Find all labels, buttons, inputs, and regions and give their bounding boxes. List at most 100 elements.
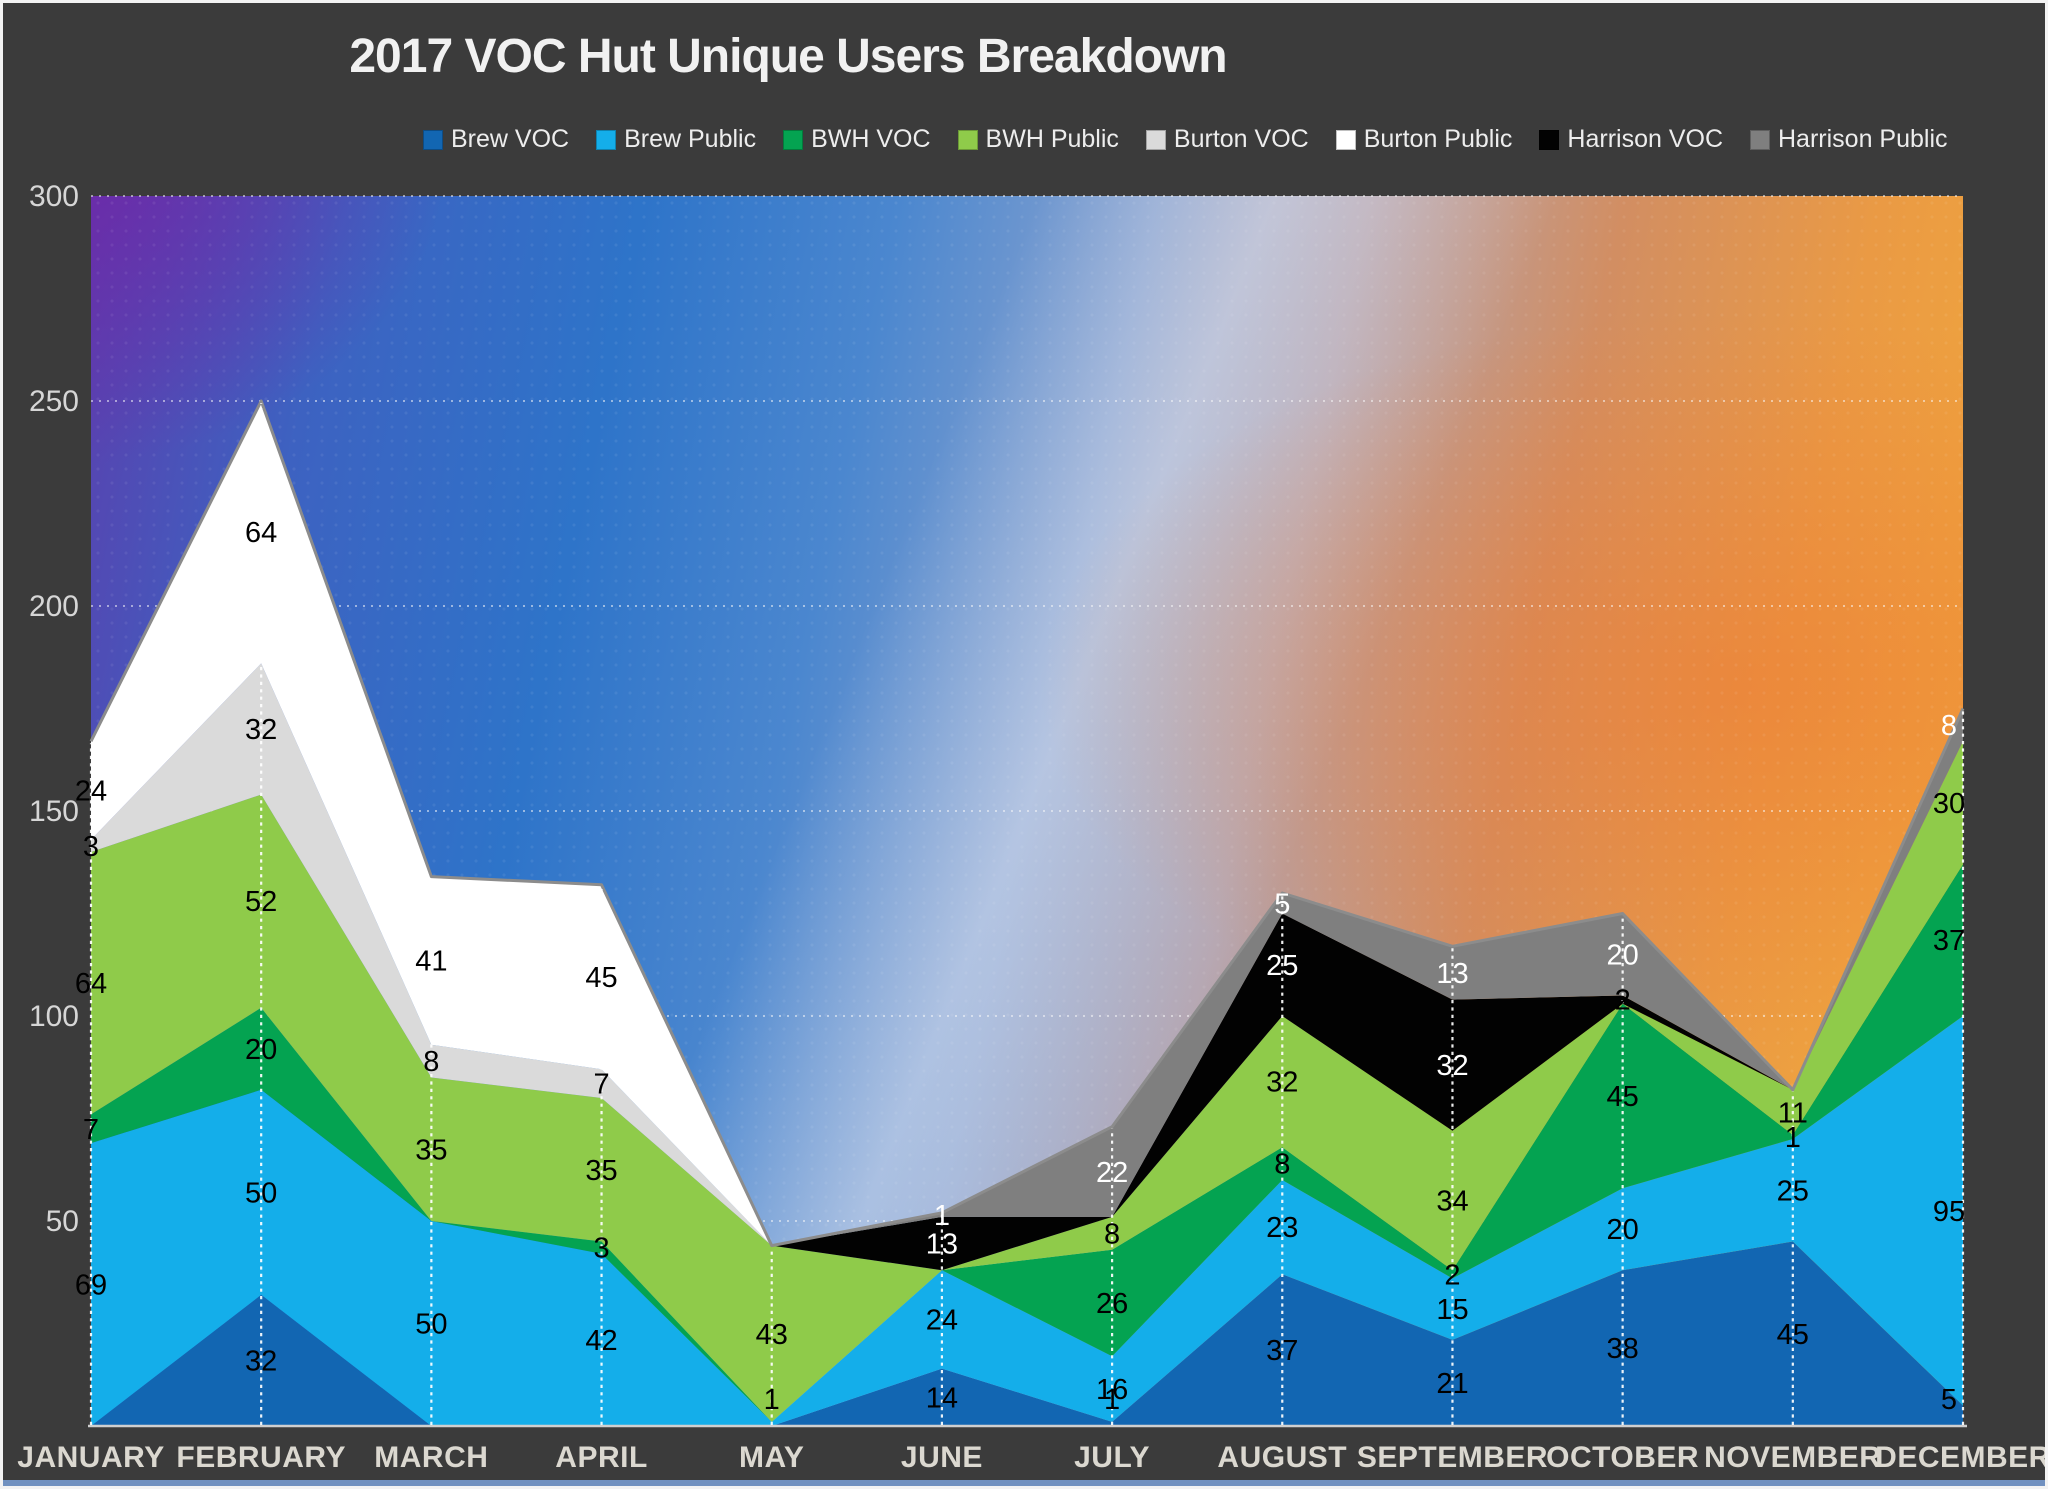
x-axis-label-october: OCTOBER xyxy=(1546,1441,1699,1474)
data-label: 64 xyxy=(245,517,277,549)
data-label: 42 xyxy=(585,1325,617,1357)
data-label: 8 xyxy=(1104,1218,1120,1250)
data-label: 7 xyxy=(83,1114,99,1146)
data-label: 35 xyxy=(415,1134,447,1166)
data-label: 32 xyxy=(1436,1050,1468,1082)
data-label: 64 xyxy=(75,968,107,1000)
legend-swatch xyxy=(423,129,443,150)
stack-top-outline xyxy=(89,399,1965,1248)
data-label: 2 xyxy=(1444,1259,1460,1291)
data-label: 32 xyxy=(245,714,277,746)
data-label: 22 xyxy=(1096,1157,1128,1189)
data-label: 24 xyxy=(75,776,107,808)
legend-label: Harrison VOC xyxy=(1567,125,1723,153)
data-label: 50 xyxy=(415,1309,447,1341)
data-label: 20 xyxy=(245,1034,277,1066)
x-axis-label-september: SEPTEMBER xyxy=(1357,1441,1548,1474)
chart-title: 2017 VOC Hut Unique Users Breakdown xyxy=(349,30,1227,83)
data-label: 37 xyxy=(1933,925,1965,957)
window-bottom-edge xyxy=(3,1480,2045,1486)
x-axis-label-may: MAY xyxy=(739,1441,804,1474)
data-label: 2 xyxy=(1615,985,1631,1017)
legend-label: Brew VOC xyxy=(451,125,570,153)
legend-swatch xyxy=(1335,129,1356,150)
x-axis-label-august: AUGUST xyxy=(1217,1441,1347,1474)
legend-label: Burton Public xyxy=(1363,125,1513,153)
legend-item-harrison-voc: Harrison VOC xyxy=(1539,125,1723,154)
x-axis-label-february: FEBRUARY xyxy=(176,1441,346,1474)
data-label: 50 xyxy=(245,1177,277,1209)
legend-item-brew-voc: Brew VOC xyxy=(423,125,569,154)
data-label: 13 xyxy=(1436,958,1468,990)
data-label: 34 xyxy=(1436,1186,1468,1218)
data-label: 20 xyxy=(1607,1214,1639,1246)
data-label: 95 xyxy=(1933,1196,1965,1228)
x-axis-label-january: JANUARY xyxy=(17,1441,164,1474)
legend-item-burton-public: Burton Public xyxy=(1335,125,1513,154)
area-brew-public xyxy=(91,1016,1963,1426)
data-label: 30 xyxy=(1933,788,1965,820)
data-label: 11 xyxy=(1778,1097,1808,1129)
data-label: 14 xyxy=(926,1382,958,1414)
chart-legend: Brew VOC Brew Public BWH VOC BWH Public Burt… xyxy=(423,125,1948,154)
data-label: 3 xyxy=(593,1233,609,1265)
data-label: 23 xyxy=(1266,1212,1298,1244)
legend-swatch xyxy=(783,129,804,150)
legend-item-harrison-public: Harrison Public xyxy=(1750,125,1948,154)
legend-label: Burton VOC xyxy=(1173,125,1309,153)
data-label: 69 xyxy=(75,1270,107,1302)
y-axis-label-150: 150 xyxy=(29,795,79,828)
legend-swatch xyxy=(1750,129,1770,150)
data-label: 1 xyxy=(934,1200,950,1232)
legend-item-brew-public: Brew Public xyxy=(596,125,756,154)
data-label: 45 xyxy=(1777,1319,1809,1351)
data-label: 1 xyxy=(1104,1384,1120,1416)
legend-label: BWH Public xyxy=(985,125,1119,153)
data-label: 25 xyxy=(1777,1175,1809,1207)
data-label: 52 xyxy=(245,886,277,918)
x-axis-label-december: DECEMBER xyxy=(1875,1441,2048,1474)
data-label: 3 xyxy=(83,831,99,863)
data-label: 35 xyxy=(585,1155,617,1187)
x-axis-label-july: JULY xyxy=(1074,1441,1150,1474)
data-label: 20 xyxy=(1607,940,1639,972)
x-axis-label-march: MARCH xyxy=(374,1441,488,1474)
data-label: 37 xyxy=(1266,1335,1298,1367)
data-label: 24 xyxy=(926,1304,958,1336)
legend-item-bwh-voc: BWH VOC xyxy=(783,125,931,154)
x-axis-label-april: APRIL xyxy=(555,1441,648,1474)
y-axis-label-50: 50 xyxy=(46,1205,79,1238)
data-label: 32 xyxy=(1266,1067,1298,1099)
legend-swatch xyxy=(1145,129,1166,150)
legend-swatch xyxy=(596,129,617,150)
y-axis-label-200: 200 xyxy=(29,590,79,623)
data-label: 26 xyxy=(1096,1288,1128,1320)
area-bwh-voc xyxy=(91,864,1963,1422)
data-label: 1 xyxy=(1785,1122,1801,1154)
area-burton-public xyxy=(91,401,1963,1271)
data-label: 43 xyxy=(756,1319,788,1351)
data-label: 13 xyxy=(926,1229,958,1261)
legend-swatch xyxy=(957,129,978,150)
y-axis-label-100: 100 xyxy=(29,1000,79,1033)
legend-swatch xyxy=(1539,129,1560,150)
data-label: 16 xyxy=(1096,1374,1128,1406)
data-label: 41 xyxy=(415,946,447,978)
area-burton-voc xyxy=(91,663,1963,1271)
legend-item-burton-voc: Burton VOC xyxy=(1145,125,1309,154)
data-label: 15 xyxy=(1436,1294,1468,1326)
data-label: 38 xyxy=(1607,1333,1639,1365)
area-harrison-voc xyxy=(91,401,1963,1271)
area-brew-voc xyxy=(91,1241,1963,1426)
data-label: 8 xyxy=(423,1046,439,1078)
data-label: 7 xyxy=(593,1069,609,1101)
data-label: 1 xyxy=(764,1384,780,1416)
data-label: 5 xyxy=(1941,1384,1957,1416)
data-label: 45 xyxy=(1607,1081,1639,1113)
data-label: 45 xyxy=(585,962,617,994)
x-axis-label-november: NOVEMBER xyxy=(1704,1441,1881,1474)
data-label: 25 xyxy=(1266,950,1298,982)
y-axis-label-250: 250 xyxy=(29,385,79,418)
